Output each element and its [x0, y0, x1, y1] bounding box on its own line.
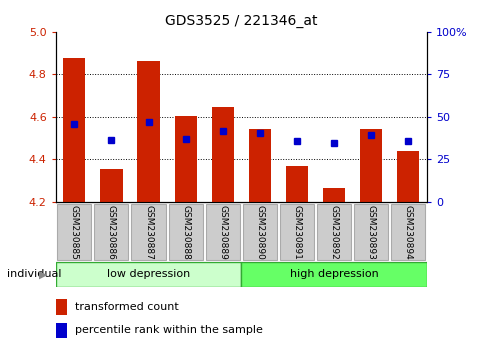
- Text: individual: individual: [7, 269, 61, 279]
- Text: GSM230888: GSM230888: [181, 205, 190, 260]
- FancyBboxPatch shape: [168, 204, 202, 260]
- Bar: [137, 61, 159, 202]
- Text: GSM230890: GSM230890: [255, 205, 264, 260]
- FancyBboxPatch shape: [57, 204, 91, 260]
- Bar: [56, 322, 67, 338]
- Text: low depression: low depression: [106, 269, 190, 279]
- Bar: [63, 58, 85, 202]
- Bar: [322, 188, 345, 202]
- Bar: [241, 262, 426, 287]
- Bar: [285, 166, 307, 202]
- Bar: [396, 151, 419, 202]
- Text: GSM230893: GSM230893: [366, 205, 375, 260]
- FancyBboxPatch shape: [279, 204, 313, 260]
- Text: GSM230885: GSM230885: [70, 205, 79, 260]
- Bar: [56, 299, 67, 315]
- Bar: [359, 129, 381, 202]
- FancyBboxPatch shape: [242, 204, 276, 260]
- Text: GSM230889: GSM230889: [218, 205, 227, 260]
- Bar: [56, 262, 241, 287]
- Text: GSM230891: GSM230891: [292, 205, 301, 260]
- Text: GSM230887: GSM230887: [144, 205, 153, 260]
- Text: GSM230886: GSM230886: [106, 205, 116, 260]
- FancyBboxPatch shape: [131, 204, 165, 260]
- Title: GDS3525 / 221346_at: GDS3525 / 221346_at: [165, 14, 317, 28]
- Bar: [248, 129, 271, 202]
- FancyBboxPatch shape: [353, 204, 387, 260]
- Bar: [174, 116, 197, 202]
- Text: high depression: high depression: [289, 269, 378, 279]
- FancyBboxPatch shape: [317, 204, 350, 260]
- Text: GSM230894: GSM230894: [403, 205, 412, 259]
- Bar: [100, 169, 122, 202]
- Text: transformed count: transformed count: [75, 302, 178, 312]
- FancyBboxPatch shape: [205, 204, 239, 260]
- Bar: [211, 107, 233, 202]
- Text: GSM230892: GSM230892: [329, 205, 338, 259]
- Text: percentile rank within the sample: percentile rank within the sample: [75, 325, 262, 336]
- FancyBboxPatch shape: [391, 204, 424, 260]
- FancyBboxPatch shape: [94, 204, 128, 260]
- Text: ▶: ▶: [39, 269, 48, 279]
